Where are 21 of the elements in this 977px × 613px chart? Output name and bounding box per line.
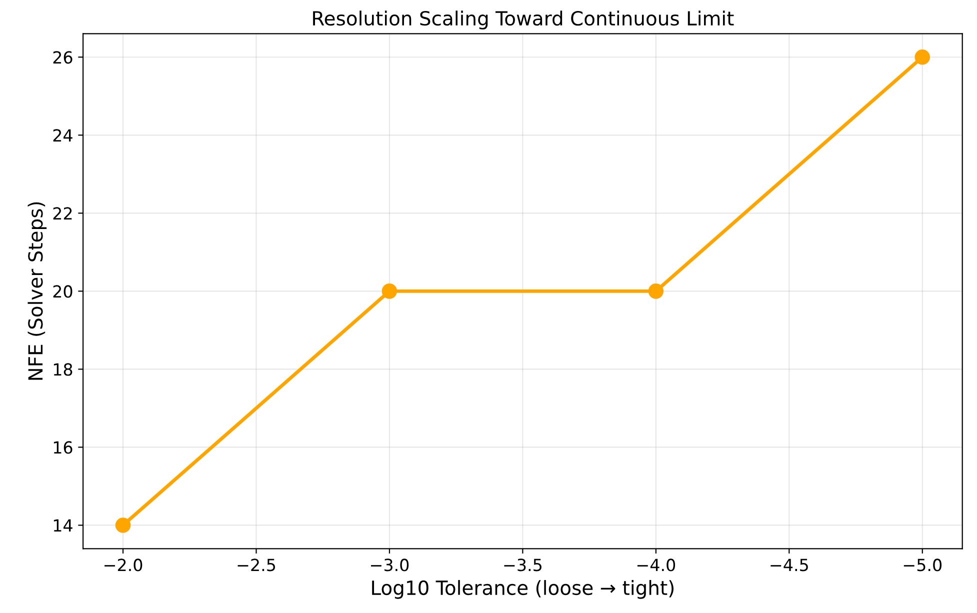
x-tick-label: −4.0 [637,558,676,572]
x-tick-label: −3.5 [504,558,542,572]
x-axis-title: Log10 Tolerance (loose → tight) [372,580,674,599]
y-tick-label: 20 [53,285,72,298]
point [648,284,664,299]
y-tick-label: 14 [54,519,72,532]
y-tick-label: 18 [54,363,72,376]
x-tick-label: −4.5 [770,558,808,572]
x-tick-label: −2.5 [238,558,276,572]
point [115,518,131,533]
x-tick-label: −5.0 [904,558,942,572]
x-tick-label: −2.0 [104,558,142,572]
y-tick-label: 24 [53,129,72,142]
chart-title: Resolution Scaling Toward Continuous Limit [313,10,734,30]
point [914,49,930,65]
y-tick-label: 16 [54,441,72,454]
y-tick-label: 22 [53,207,72,220]
y-axis-title: NFE (Solver Steps) [28,202,47,380]
x-tick-label: −3.0 [371,558,409,572]
y-tick-label: 26 [53,51,72,64]
point [382,284,398,299]
